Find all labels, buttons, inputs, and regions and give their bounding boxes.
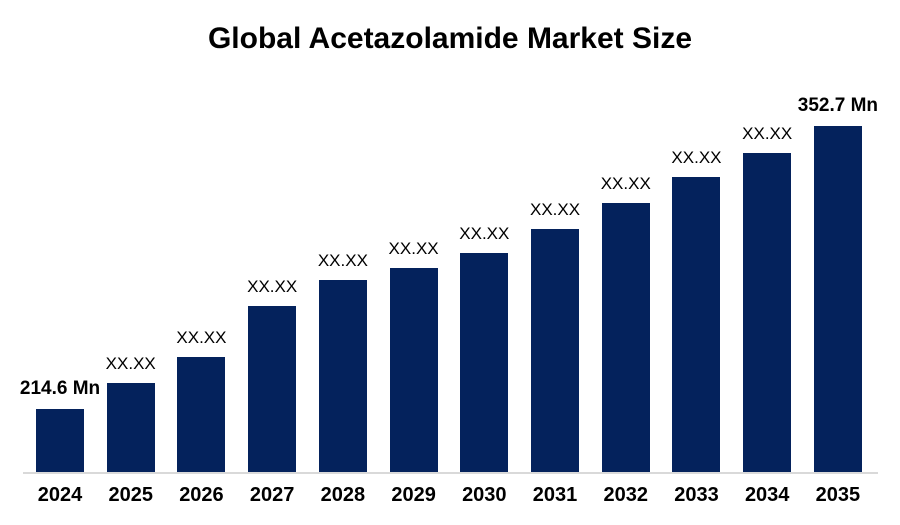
x-tick-label-2026: 2026 xyxy=(179,484,224,506)
x-tick-label-2027: 2027 xyxy=(249,484,295,506)
bar-2035 xyxy=(813,126,862,473)
bar-2031 xyxy=(531,229,580,473)
bar-2030 xyxy=(460,253,509,473)
bar-column-2029: XX.XX xyxy=(388,239,439,473)
bars-row: 214.6 Mn XX.XX XX.XX XX.XX XX.XX XX.XX XX.XX XX… xyxy=(20,95,878,473)
x-tick-label-2028: 2028 xyxy=(320,484,366,506)
bar-2032 xyxy=(601,203,650,473)
bar-column-2028: XX.XX xyxy=(317,251,368,473)
bar-value-label-2027: XX.XX xyxy=(247,277,298,297)
x-tick-label-2024: 2024 xyxy=(37,484,83,506)
bar-column-2030: XX.XX xyxy=(459,224,510,473)
bar-2024 xyxy=(36,409,84,473)
bar-column-2025: XX.XX xyxy=(105,354,156,473)
x-axis-labels: 2024 2025 2026 2027 2028 2029 2030 2031 2032 2033… xyxy=(36,484,862,507)
bar-column-2032: XX.XX xyxy=(600,174,651,473)
bar-value-label-2030: XX.XX xyxy=(459,224,510,244)
bar-2034 xyxy=(743,153,792,473)
x-axis-line xyxy=(23,472,878,474)
bar-column-2031: XX.XX xyxy=(529,200,581,473)
x-tick-label-2031: 2031 xyxy=(532,484,578,506)
bar-value-label-2033: XX.XX xyxy=(671,148,722,168)
x-tick-label-2032: 2032 xyxy=(603,484,649,506)
chart-title: Global Acetazolamide Market Size xyxy=(207,22,693,55)
x-tick-label-2034: 2034 xyxy=(744,484,790,506)
bar-value-label-2031: XX.XX xyxy=(529,200,581,220)
x-tick-label-2025: 2025 xyxy=(108,484,153,506)
bar-2027 xyxy=(248,306,297,473)
bar-2029 xyxy=(389,268,438,473)
x-tick-label-2029: 2029 xyxy=(391,484,436,506)
bar-value-label-2026: XX.XX xyxy=(176,328,227,348)
bar-value-label-2025: XX.XX xyxy=(105,354,156,374)
bar-column-2035: 352.7 Mn xyxy=(798,95,878,473)
bar-value-label-2034: XX.XX xyxy=(742,124,793,144)
plot-area: 214.6 Mn XX.XX XX.XX XX.XX XX.XX XX.XX XX.XX XX… xyxy=(20,95,878,473)
x-tick-label-2035: 2035 xyxy=(815,484,861,506)
bar-2033 xyxy=(672,177,721,473)
bar-value-label-2035: 352.7 Mn xyxy=(797,95,879,117)
bar-2026 xyxy=(177,357,226,473)
bar-column-2034: XX.XX xyxy=(742,124,793,473)
bar-value-label-2029: XX.XX xyxy=(388,239,439,259)
bar-column-2027: XX.XX xyxy=(247,277,298,473)
x-tick-label-2030: 2030 xyxy=(462,484,507,506)
bar-value-label-2028: XX.XX xyxy=(317,251,368,271)
bar-column-2024: 214.6 Mn xyxy=(20,378,100,473)
bar-value-label-2024: 214.6 Mn xyxy=(19,378,101,400)
bar-2028 xyxy=(318,280,367,473)
bar-column-2026: XX.XX xyxy=(176,328,227,473)
bar-value-label-2032: XX.XX xyxy=(600,174,651,194)
bar-column-2033: XX.XX xyxy=(671,148,722,473)
x-tick-label-2033: 2033 xyxy=(674,484,719,506)
bar-2025 xyxy=(106,383,155,473)
